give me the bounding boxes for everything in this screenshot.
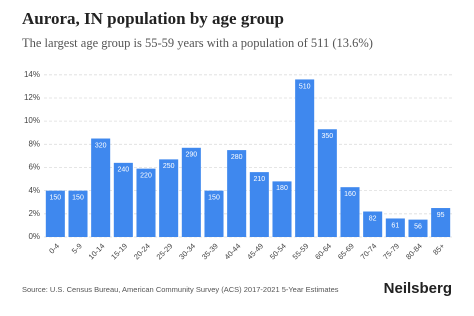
x-tick-label: 5-9 <box>70 241 84 255</box>
bar <box>181 147 201 237</box>
x-tick-label: 85+ <box>431 241 447 257</box>
data-label: 350 <box>321 133 333 140</box>
bar <box>272 181 292 237</box>
brand-logo: Neilsberg <box>384 280 452 297</box>
y-tick-label: 2% <box>28 209 40 218</box>
data-label: 82 <box>369 215 377 222</box>
data-label: 220 <box>140 172 152 179</box>
y-tick-label: 6% <box>28 163 40 172</box>
data-label: 95 <box>437 212 445 219</box>
bar <box>317 129 337 237</box>
data-label: 61 <box>391 222 399 229</box>
x-tick-label: 30-34 <box>177 241 197 261</box>
x-tick-label: 65-69 <box>336 241 356 261</box>
bar <box>159 159 179 237</box>
bar <box>68 190 88 237</box>
x-tick-label: 0-4 <box>47 241 61 255</box>
data-label: 320 <box>95 142 107 149</box>
bar <box>340 187 360 237</box>
x-tick-label: 50-54 <box>268 241 288 261</box>
source: Source: U.S. Census Bureau, American Com… <box>22 285 339 294</box>
bar <box>227 150 247 237</box>
data-label: 180 <box>276 185 288 192</box>
x-tick-label: 40-44 <box>223 241 243 261</box>
bar <box>363 211 383 237</box>
data-label: 150 <box>49 194 61 201</box>
bar <box>113 162 133 237</box>
data-label: 150 <box>72 194 84 201</box>
bar <box>204 190 224 237</box>
x-tick-label: 25-29 <box>155 241 175 261</box>
x-tick-label: 35-39 <box>200 241 220 261</box>
y-tick-label: 4% <box>28 186 40 195</box>
bar <box>431 208 451 237</box>
bar <box>136 168 156 237</box>
data-label: 160 <box>344 191 356 198</box>
x-tick-label: 15-19 <box>109 241 129 261</box>
x-tick-label: 10-14 <box>87 241 107 261</box>
bar <box>295 79 315 238</box>
data-label: 510 <box>299 83 311 90</box>
x-tick-label: 60-64 <box>313 241 333 261</box>
x-tick-label: 80-84 <box>404 241 424 261</box>
data-label: 150 <box>208 194 220 201</box>
y-tick-label: 12% <box>24 93 40 102</box>
x-tick-label: 70-74 <box>359 241 379 261</box>
chart-title: Aurora, IN population by age group <box>22 9 284 28</box>
data-label: 56 <box>414 223 422 230</box>
y-tick-label: 0% <box>28 232 40 241</box>
data-label: 210 <box>253 176 265 183</box>
y-tick-label: 10% <box>24 116 40 125</box>
chart-subtitle: The largest age group is 55-59 years wit… <box>22 36 373 50</box>
y-tick-label: 8% <box>28 139 40 148</box>
x-tick-label: 20-24 <box>132 241 152 261</box>
bar <box>408 219 428 237</box>
data-label: 240 <box>117 167 129 174</box>
x-tick-label: 75-79 <box>381 241 401 261</box>
data-label: 280 <box>231 154 243 161</box>
bar <box>45 190 65 237</box>
data-label: 250 <box>163 163 175 170</box>
x-tick-label: 55-59 <box>291 241 311 261</box>
bar <box>249 172 269 237</box>
y-tick-label: 14% <box>24 70 40 79</box>
bar <box>385 218 405 237</box>
x-tick-label: 45-49 <box>245 241 265 261</box>
bar <box>91 138 111 237</box>
data-label: 290 <box>185 152 197 159</box>
